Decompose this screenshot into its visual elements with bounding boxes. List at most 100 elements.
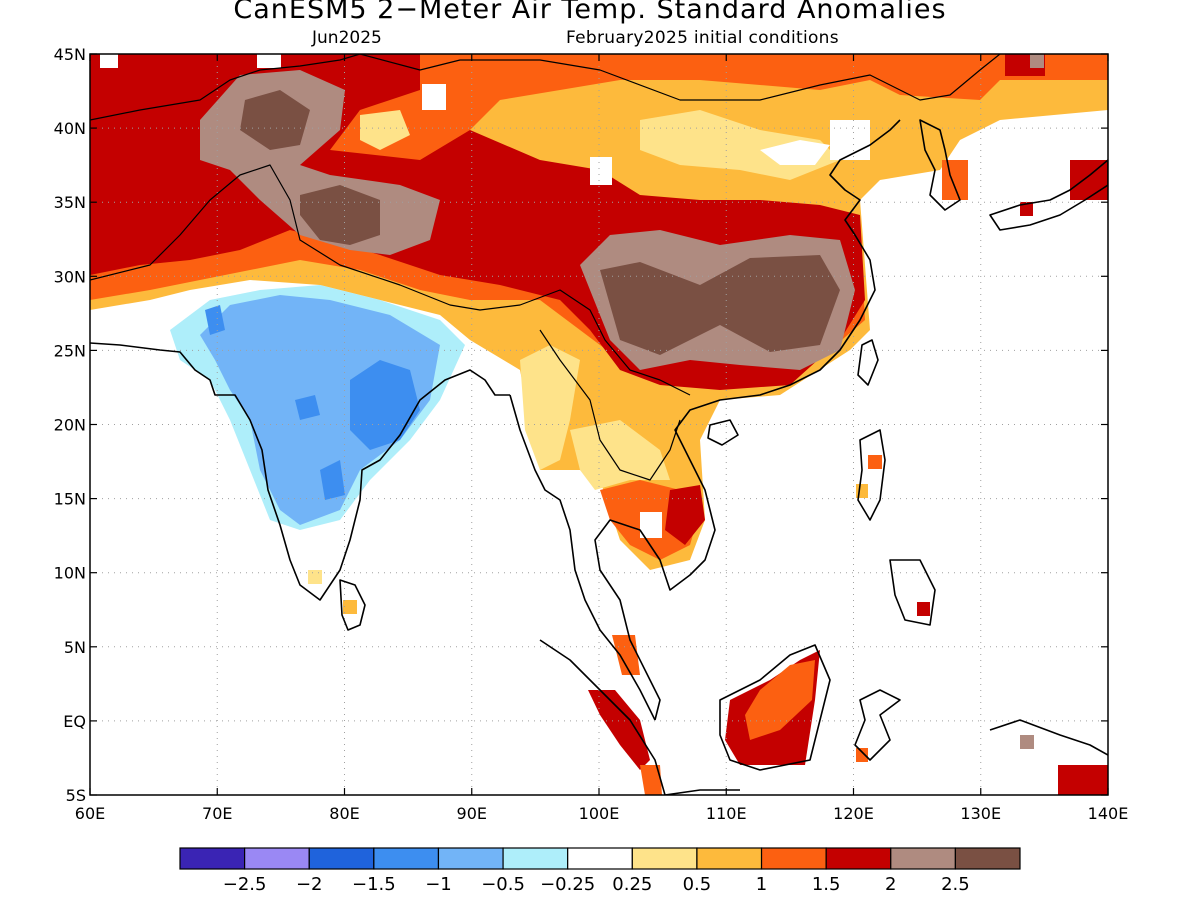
colorbar-swatch <box>308 847 375 870</box>
coastline-taiwan <box>857 339 879 386</box>
coastline-new-guinea <box>989 719 1108 756</box>
colorbar-label: 2 <box>885 874 896 895</box>
coastline-borneo <box>719 644 831 771</box>
colorbar-label: 1.5 <box>812 874 841 895</box>
anomaly-cell-ne-corner-2 <box>1030 54 1044 68</box>
anomaly-region-lightyellow-seasia <box>520 345 670 490</box>
lat-tick-label: 30N <box>54 267 86 286</box>
colorbar-swatch <box>696 847 763 870</box>
coastline-south-asia <box>90 342 510 601</box>
colorbar-swatch <box>890 847 956 870</box>
lon-tick-label: 120E <box>833 804 874 823</box>
anomaly-region-sumatra-orange <box>612 635 662 795</box>
coastline-sri-lanka <box>339 579 366 631</box>
anomaly-region-borneo-orange <box>745 660 815 740</box>
colorbar-swatch <box>567 847 633 870</box>
border-south-asia <box>90 164 691 396</box>
map-title: CanESM5 2−Meter Air Temp. Standard Anoma… <box>233 0 947 25</box>
coastline-sulawesi <box>854 689 901 761</box>
coastline-sumatra <box>539 639 666 795</box>
coastline-indochina-west <box>509 394 656 721</box>
coastline-hainan <box>707 419 739 446</box>
lat-tick-label: 15N <box>54 490 86 509</box>
lon-tick-label: 140E <box>1088 804 1129 823</box>
border-mongolia <box>359 54 1001 101</box>
lat-tick-label: 40N <box>54 119 86 138</box>
masked-cell-5 <box>640 512 662 538</box>
anomaly-region-darkbrown-west <box>240 90 380 245</box>
masked-cell-4 <box>100 54 118 68</box>
coastline-japan <box>989 159 1108 231</box>
colorbar-swatch <box>954 847 1021 870</box>
colorbar-swatch <box>373 847 440 870</box>
anomaly-cell-srilanka <box>343 600 357 614</box>
anomaly-region-indochina-red <box>665 485 705 545</box>
coastline-korea <box>919 119 961 211</box>
lon-tick-label: 130E <box>960 804 1001 823</box>
lon-tick-label: 70E <box>202 804 232 823</box>
colorbar-swatch <box>631 847 698 870</box>
anomaly-cell-japan <box>1070 160 1108 200</box>
masked-cell-1 <box>422 84 446 110</box>
lat-tick-label: 5N <box>64 638 86 657</box>
coastline-mindanao <box>889 559 936 626</box>
lat-tick-label: 25N <box>54 341 86 360</box>
lon-tick-label: 90E <box>457 804 487 823</box>
anomaly-fields <box>90 54 1108 795</box>
colorbar-swatch <box>179 847 246 870</box>
lat-tick-label: 5S <box>66 786 86 805</box>
colorbar-label: −0.25 <box>540 874 595 895</box>
anomaly-region-darkbrown-east <box>600 255 840 355</box>
colorbar-label: 2.5 <box>941 874 970 895</box>
colorbar-label: −0.5 <box>481 874 525 895</box>
anomaly-region-india-darkblue <box>205 305 420 500</box>
anomaly-region-india-blue <box>200 295 440 525</box>
colorbar-swatch <box>825 847 892 870</box>
anomaly-cell-newguinea <box>1020 735 1034 749</box>
masked-cell-2 <box>590 157 612 185</box>
colorbar-swatch <box>502 847 569 870</box>
anomaly-cell-sulawesi <box>856 748 868 762</box>
lat-tick-label: 20N <box>54 416 86 435</box>
lon-tick-label: 110E <box>706 804 747 823</box>
anomaly-cell-png <box>1058 765 1108 795</box>
border-indochina <box>539 329 681 481</box>
lat-tick-label: 45N <box>54 45 86 64</box>
anomaly-region-neutral-north <box>760 140 830 165</box>
lat-tick-label: 10N <box>54 564 86 583</box>
colorbar-swatch <box>244 847 310 870</box>
lat-tick-label: EQ <box>63 712 86 731</box>
anomaly-cell-luzon <box>868 455 882 469</box>
anomaly-region-lightyellow <box>360 110 840 180</box>
colorbar-label: −2.5 <box>223 874 267 895</box>
lon-tick-label: 100E <box>579 804 620 823</box>
lat-tick-label: 35N <box>54 193 86 212</box>
coastlines <box>90 54 1108 795</box>
anomaly-cell-korea <box>942 160 968 200</box>
colorbar-label: −1 <box>425 874 452 895</box>
initial-conditions: February2025 initial conditions <box>566 28 839 48</box>
colorbar-swatch <box>760 847 827 870</box>
coastline-indochina-east <box>594 119 901 721</box>
forecast-month: Jun2025 <box>312 28 382 48</box>
masked-cell-3 <box>257 54 281 68</box>
anomaly-cell-north-korea <box>930 110 944 155</box>
anomaly-cell-mindanao <box>917 602 930 616</box>
colorbar-label: 1 <box>756 874 767 895</box>
colorbar-label: −1.5 <box>352 874 396 895</box>
colorbar-label: 0.5 <box>683 874 712 895</box>
colorbar-swatch <box>437 847 504 870</box>
lon-tick-label: 80E <box>329 804 359 823</box>
colorbar-label: −2 <box>296 874 323 895</box>
colorbar-label: 0.25 <box>612 874 652 895</box>
masked-cell-6 <box>830 120 870 160</box>
border-central-asia <box>90 54 361 121</box>
anomaly-cell-japan-2 <box>1020 202 1033 216</box>
anomaly-cell-india-south <box>308 570 322 584</box>
lon-tick-label: 60E <box>75 804 105 823</box>
coastline-luzon <box>857 429 886 521</box>
anomaly-region-sumatra <box>588 690 650 770</box>
colorbar: −2.5 −2 −1.5 −1 −0.5 −0.25 0.25 0.5 1 1.5 2 2.5 <box>179 847 1021 895</box>
axis-ticks: 60E 70E 80E 90E 100E 110E 120E 130E 140E 45N 40N 35… <box>54 45 1129 823</box>
